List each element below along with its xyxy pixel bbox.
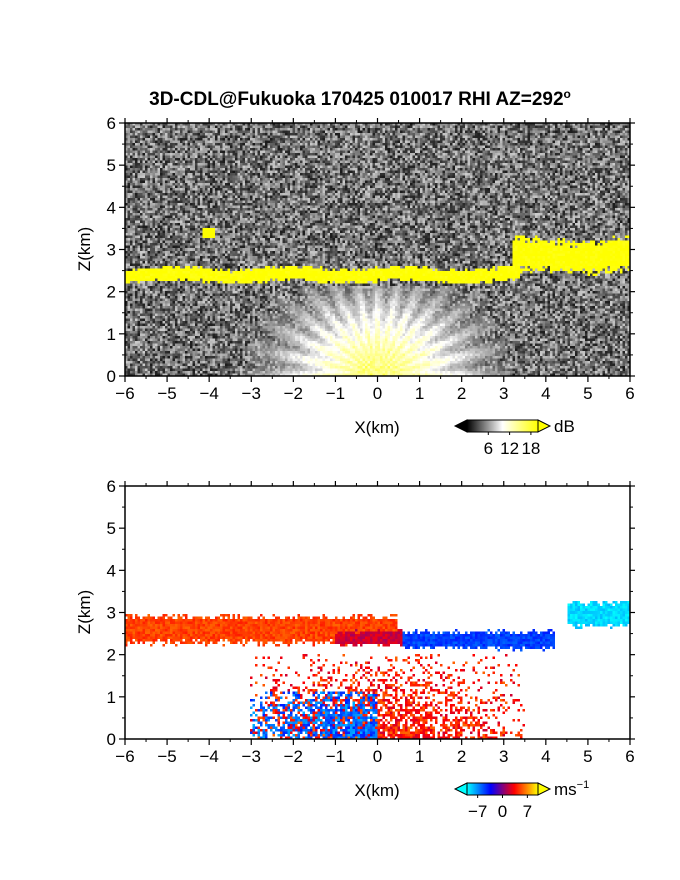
colorbar-tick-label: 12	[500, 439, 519, 458]
y-tick-label: 2	[107, 283, 116, 302]
x-tick-label: −6	[115, 384, 134, 403]
y-tick-label: 0	[107, 730, 116, 749]
colorbar-under-arrow	[453, 419, 468, 433]
x-tick-label: 0	[373, 384, 382, 403]
x-tick-label: 6	[625, 747, 634, 766]
y-tick-label: 0	[107, 367, 116, 386]
x-tick-label: −4	[199, 747, 218, 766]
x-tick-label: 5	[583, 384, 592, 403]
x-tick-label: 3	[499, 747, 508, 766]
colorbar-tick-label: −7	[468, 802, 487, 821]
colorbar-tick-label: 18	[521, 439, 540, 458]
x-tick-label: 0	[373, 747, 382, 766]
x-tick-label: 1	[415, 747, 424, 766]
x-tick-label: 1	[415, 384, 424, 403]
reflectivity-colorbar: 6 12 18 dB	[453, 417, 575, 458]
y-tick-label: 1	[107, 325, 116, 344]
colorbar-tick-label: 7	[523, 802, 532, 821]
x-tick-label: 2	[457, 384, 466, 403]
x-tick-label: 6	[625, 384, 634, 403]
y-tick-label: 4	[107, 198, 116, 217]
x-tick-label: −3	[242, 747, 261, 766]
y-tick-label: 6	[107, 114, 116, 133]
y-axis-label: Z(km)	[75, 227, 94, 271]
colorbar-over-arrow	[537, 782, 552, 796]
figure-title: 3D-CDL@Fukuoka 170425 010017 RHI AZ=292o	[149, 87, 571, 110]
x-tick-label: −2	[284, 747, 303, 766]
x-tick-label: −1	[326, 384, 345, 403]
velocity-colorbar: −7 0 7 ms−1	[453, 779, 589, 821]
y-tick-label: 4	[107, 561, 116, 580]
x-tick-label: 3	[499, 384, 508, 403]
colorbar-tick-label: 6	[484, 439, 493, 458]
y-tick-label: 1	[107, 688, 116, 707]
colorbar-unit: dB	[554, 417, 575, 436]
x-tick-label: −1	[326, 747, 345, 766]
colorbar-over-arrow	[537, 419, 552, 433]
x-tick-label: −4	[199, 384, 218, 403]
reflectivity-heatmap	[125, 123, 630, 376]
velocity-heatmap	[125, 486, 630, 739]
y-tick-label: 3	[107, 604, 116, 623]
x-tick-label: 5	[583, 747, 592, 766]
colorbar-under-arrow	[453, 782, 468, 796]
x-tick-label: −2	[284, 384, 303, 403]
colorbar-ramp	[466, 419, 539, 433]
y-axis-label: Z(km)	[75, 590, 94, 634]
x-tick-label: −5	[157, 747, 176, 766]
x-axis-label: X(km)	[354, 781, 399, 800]
colorbar-tick-label: 0	[498, 802, 507, 821]
x-axis-label: X(km)	[354, 418, 399, 437]
y-tick-label: 6	[107, 477, 116, 496]
y-tick-label: 5	[107, 156, 116, 175]
x-tick-label: 4	[541, 384, 550, 403]
x-tick-label: 4	[541, 747, 550, 766]
y-tick-label: 2	[107, 646, 116, 665]
colorbar-unit: ms−1	[554, 779, 589, 799]
x-tick-label: −5	[157, 384, 176, 403]
x-tick-label: −6	[115, 747, 134, 766]
x-tick-label: 2	[457, 747, 466, 766]
y-tick-label: 5	[107, 519, 116, 538]
velocity-panel: −6 −5 −4 −3 −2 −1 0 1 2 3 4 5 6 0 1 2 3 4 5 6 X(km) Z(km) −…	[75, 477, 635, 821]
x-tick-label: −3	[242, 384, 261, 403]
colorbar-ramp	[466, 782, 539, 796]
y-tick-label: 3	[107, 241, 116, 260]
